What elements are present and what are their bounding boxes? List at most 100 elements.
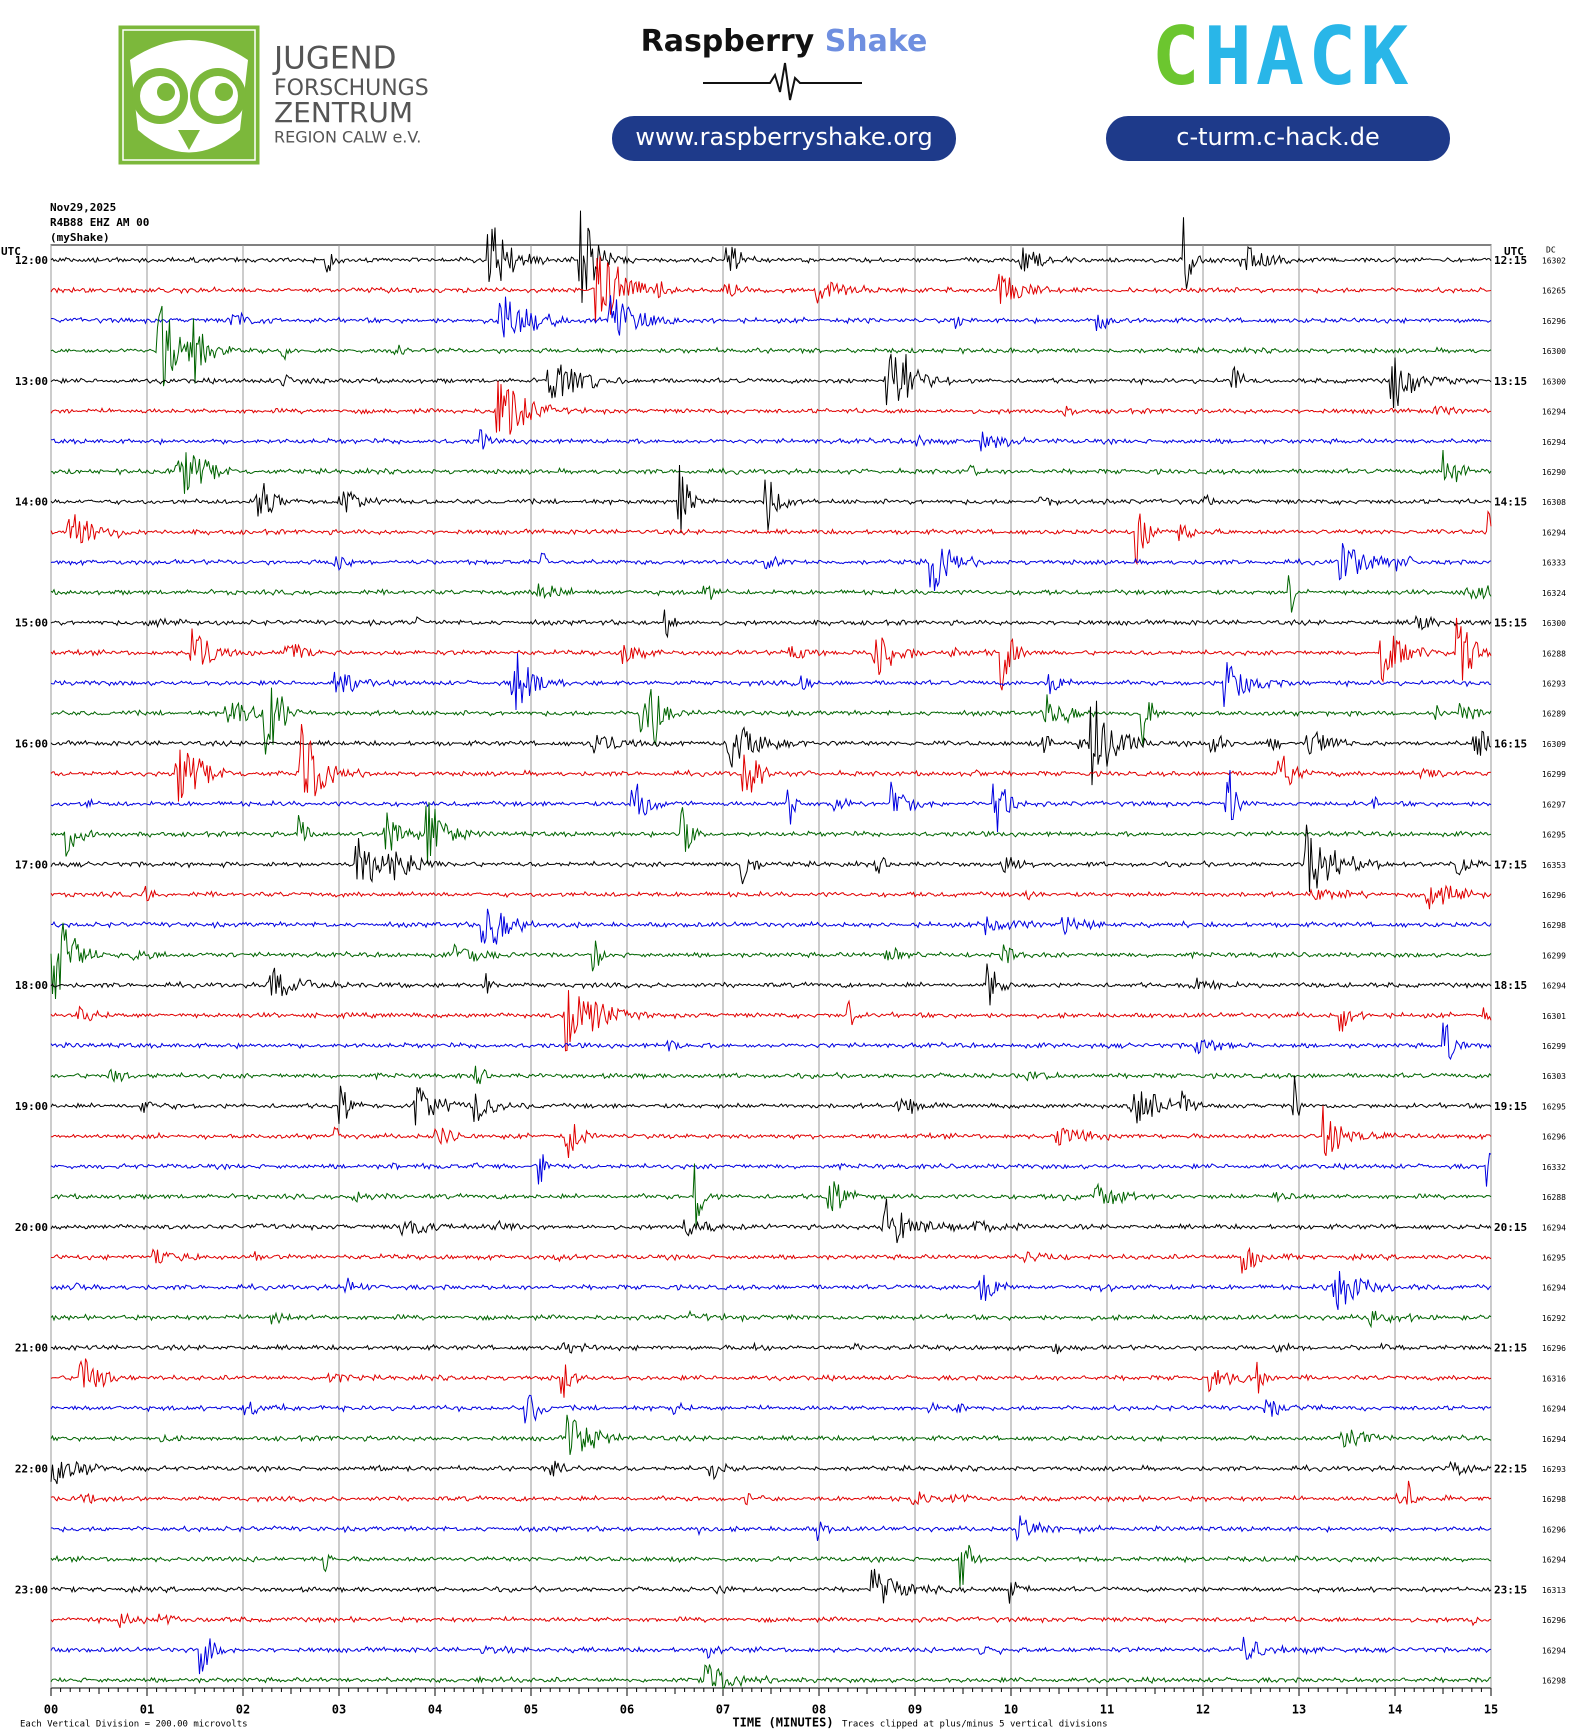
dc-value: 16295 — [1542, 831, 1566, 840]
trace — [50, 1341, 1492, 1355]
dc-value: 16294 — [1542, 1223, 1566, 1232]
trace — [50, 1163, 1492, 1226]
dc-value: 16294 — [1542, 1435, 1566, 1444]
time-label: 13:00 — [15, 375, 48, 388]
x-tick-label: 00 — [44, 1703, 58, 1717]
time-label: 18:15 — [1494, 979, 1527, 992]
x-tick-label: 15 — [1484, 1703, 1498, 1717]
x-tick-label: 12 — [1196, 1703, 1210, 1717]
dc-value: 16295 — [1542, 1102, 1566, 1111]
x-tick-label: 14 — [1388, 1703, 1402, 1717]
time-label: 21:15 — [1494, 1342, 1527, 1355]
trace — [50, 295, 1492, 338]
url: www.raspberryshake.org — [635, 123, 932, 151]
trace — [50, 1022, 1492, 1061]
date: Nov29,2025 — [50, 201, 116, 214]
trace — [50, 1636, 1492, 1675]
trace — [50, 1460, 1492, 1485]
trace — [50, 1270, 1492, 1311]
time-label: 17:15 — [1494, 858, 1527, 871]
trace — [50, 543, 1492, 591]
owl-pupil — [157, 83, 175, 101]
trace — [50, 1152, 1492, 1187]
trace — [50, 653, 1492, 711]
dc-value: 16301 — [1542, 1012, 1566, 1021]
x-tick-label: 13 — [1292, 1703, 1306, 1717]
trace — [50, 1246, 1492, 1274]
trace — [50, 1544, 1492, 1587]
trace — [50, 256, 1492, 323]
trace — [50, 1664, 1492, 1690]
dc-value: 16308 — [1542, 498, 1566, 507]
owl-pupil — [215, 83, 233, 101]
dc-value: 16294 — [1542, 438, 1566, 447]
trace — [51, 429, 1492, 452]
x-tick-label: 08 — [812, 1703, 826, 1717]
dc-value: 16303 — [1542, 1072, 1566, 1081]
time-label: 23:15 — [1494, 1583, 1527, 1596]
dc-value: 16290 — [1542, 468, 1566, 477]
time-label: 22:00 — [15, 1463, 48, 1476]
dc-value: 16288 — [1542, 649, 1566, 658]
dc-value: 16295 — [1542, 1254, 1566, 1263]
dc-value: 16324 — [1542, 589, 1566, 598]
x-tick-label: 11 — [1100, 1703, 1114, 1717]
trace — [50, 1394, 1492, 1424]
x-axis-label: TIME (MINUTES) — [732, 1716, 833, 1730]
network: (myShake) — [50, 231, 110, 244]
trace — [50, 1105, 1492, 1159]
dc-value: 16333 — [1542, 559, 1566, 568]
dc-value: 16294 — [1542, 1646, 1566, 1655]
dc-value: 16298 — [1542, 1495, 1566, 1504]
url-pill — [612, 116, 956, 161]
utc-label: UTC — [1504, 245, 1524, 258]
rs-logo: Raspberry Shake — [641, 24, 928, 59]
trace — [50, 802, 1492, 864]
time-label: 13:15 — [1494, 375, 1527, 388]
trace — [50, 1414, 1492, 1455]
jfz-text: JUGEND — [272, 41, 397, 77]
rs-name: Shake — [825, 24, 928, 59]
dc-value: 16293 — [1542, 1465, 1566, 1474]
time-label: 15:00 — [15, 617, 48, 630]
dc-value: 16296 — [1542, 1344, 1566, 1353]
dc-value: 16300 — [1542, 347, 1566, 356]
dc-value: 16302 — [1542, 257, 1566, 266]
time-label: 20:15 — [1494, 1221, 1527, 1234]
trace — [50, 922, 1492, 1000]
x-tick-label: 06 — [620, 1703, 634, 1717]
x-tick-label: 03 — [332, 1703, 346, 1717]
dc-value: 16294 — [1542, 982, 1566, 991]
dc-value: 16294 — [1542, 1284, 1566, 1293]
grid: 00 01 02 03 04 05 06 07 08 09 10 11 12 13 14 15 — [44, 245, 1498, 1717]
rs-wave — [703, 62, 862, 101]
x-tick-label: 10 — [1004, 1703, 1018, 1717]
time-label: 12:15 — [1494, 254, 1527, 267]
trace — [50, 700, 1492, 786]
dc-value: 16297 — [1542, 800, 1566, 809]
dc-value: 16293 — [1542, 679, 1566, 688]
dc-value: 16298 — [1542, 921, 1566, 930]
time-label: 20:00 — [15, 1221, 48, 1234]
trace — [50, 210, 1492, 303]
dc-value: 16294 — [1542, 1405, 1566, 1414]
traces: 16302 12:00 12:15 16265 16296 16300 16300 13:00… — [15, 210, 1566, 1690]
time-label: 19:15 — [1494, 1100, 1527, 1113]
dc-value: 16292 — [1542, 1314, 1566, 1323]
dc-value: 16296 — [1542, 1616, 1566, 1625]
chack-hack: HACK — [1204, 10, 1413, 103]
time-label: 22:15 — [1494, 1463, 1527, 1476]
dc-value: 16265 — [1542, 287, 1566, 296]
dc-value: 16299 — [1542, 951, 1566, 960]
jfz-text: REGION CALW e.V. — [274, 128, 421, 147]
rs-name: Raspberry — [641, 24, 815, 59]
x-tick-label: 07 — [716, 1703, 730, 1717]
clip-note: Traces clipped at plus/minus 5 vertical … — [842, 1720, 1108, 1730]
owl-beak — [178, 130, 200, 150]
trace — [50, 449, 1492, 494]
x-tick-label: 04 — [428, 1703, 442, 1717]
x-tick-label: 09 — [908, 1703, 922, 1717]
trace — [50, 1515, 1492, 1542]
